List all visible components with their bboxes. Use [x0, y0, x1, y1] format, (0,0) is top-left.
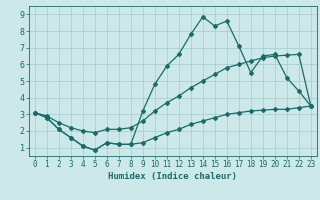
X-axis label: Humidex (Indice chaleur): Humidex (Indice chaleur)	[108, 172, 237, 181]
